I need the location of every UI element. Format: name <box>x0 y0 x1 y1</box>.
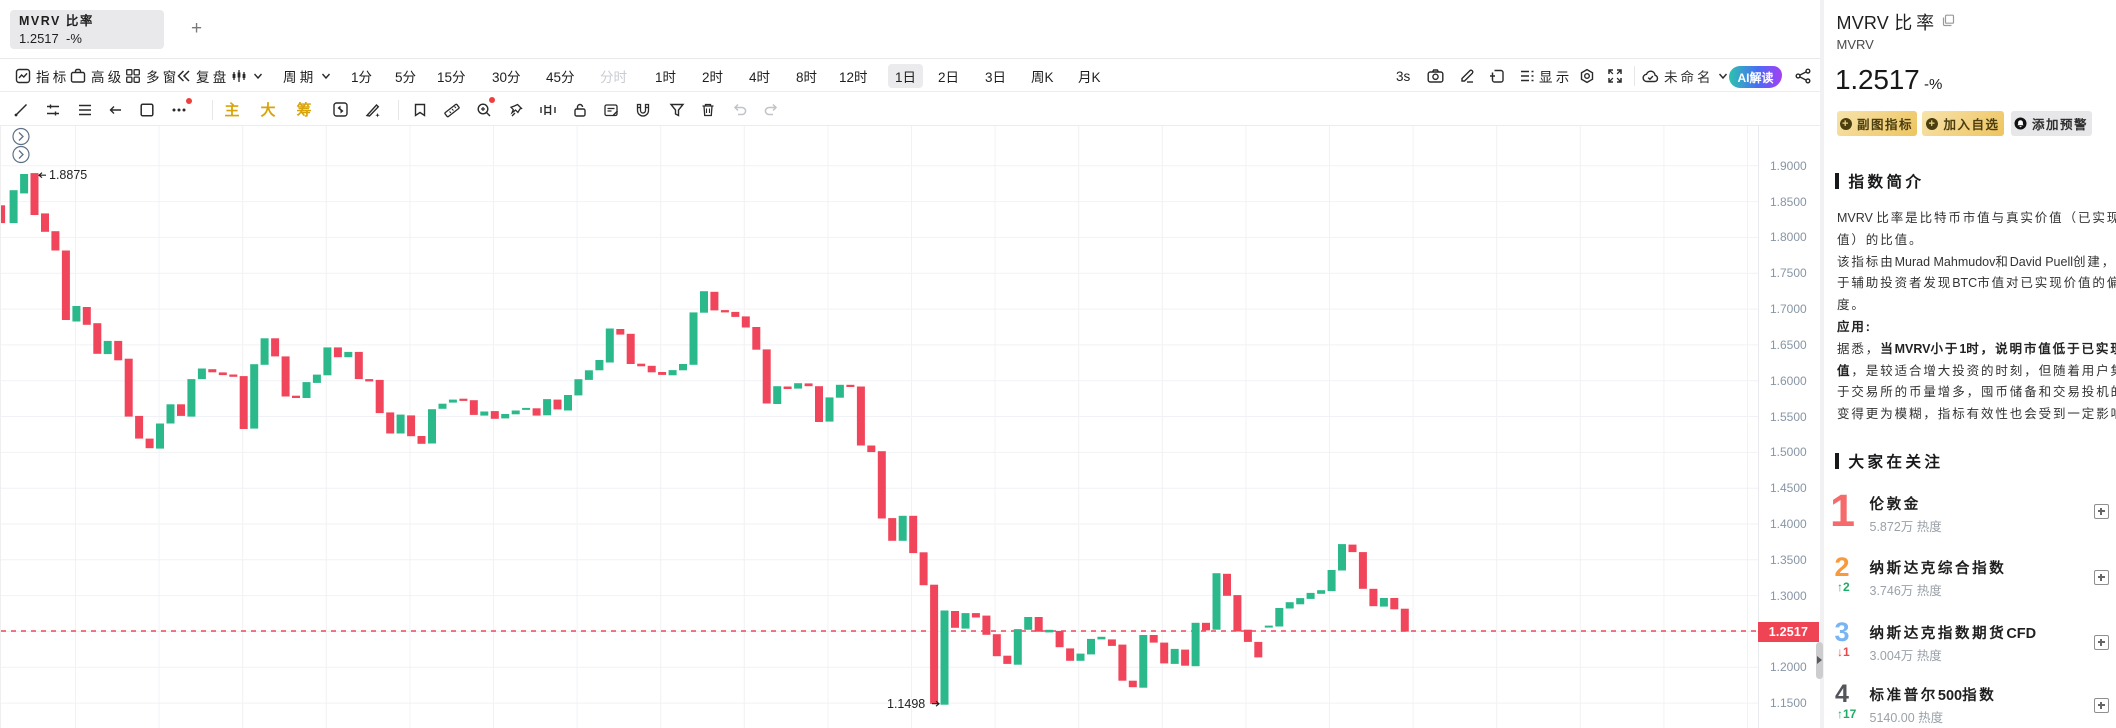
svg-text:1.1498: 1.1498 <box>887 697 925 711</box>
svg-text:1.8875: 1.8875 <box>49 168 87 182</box>
